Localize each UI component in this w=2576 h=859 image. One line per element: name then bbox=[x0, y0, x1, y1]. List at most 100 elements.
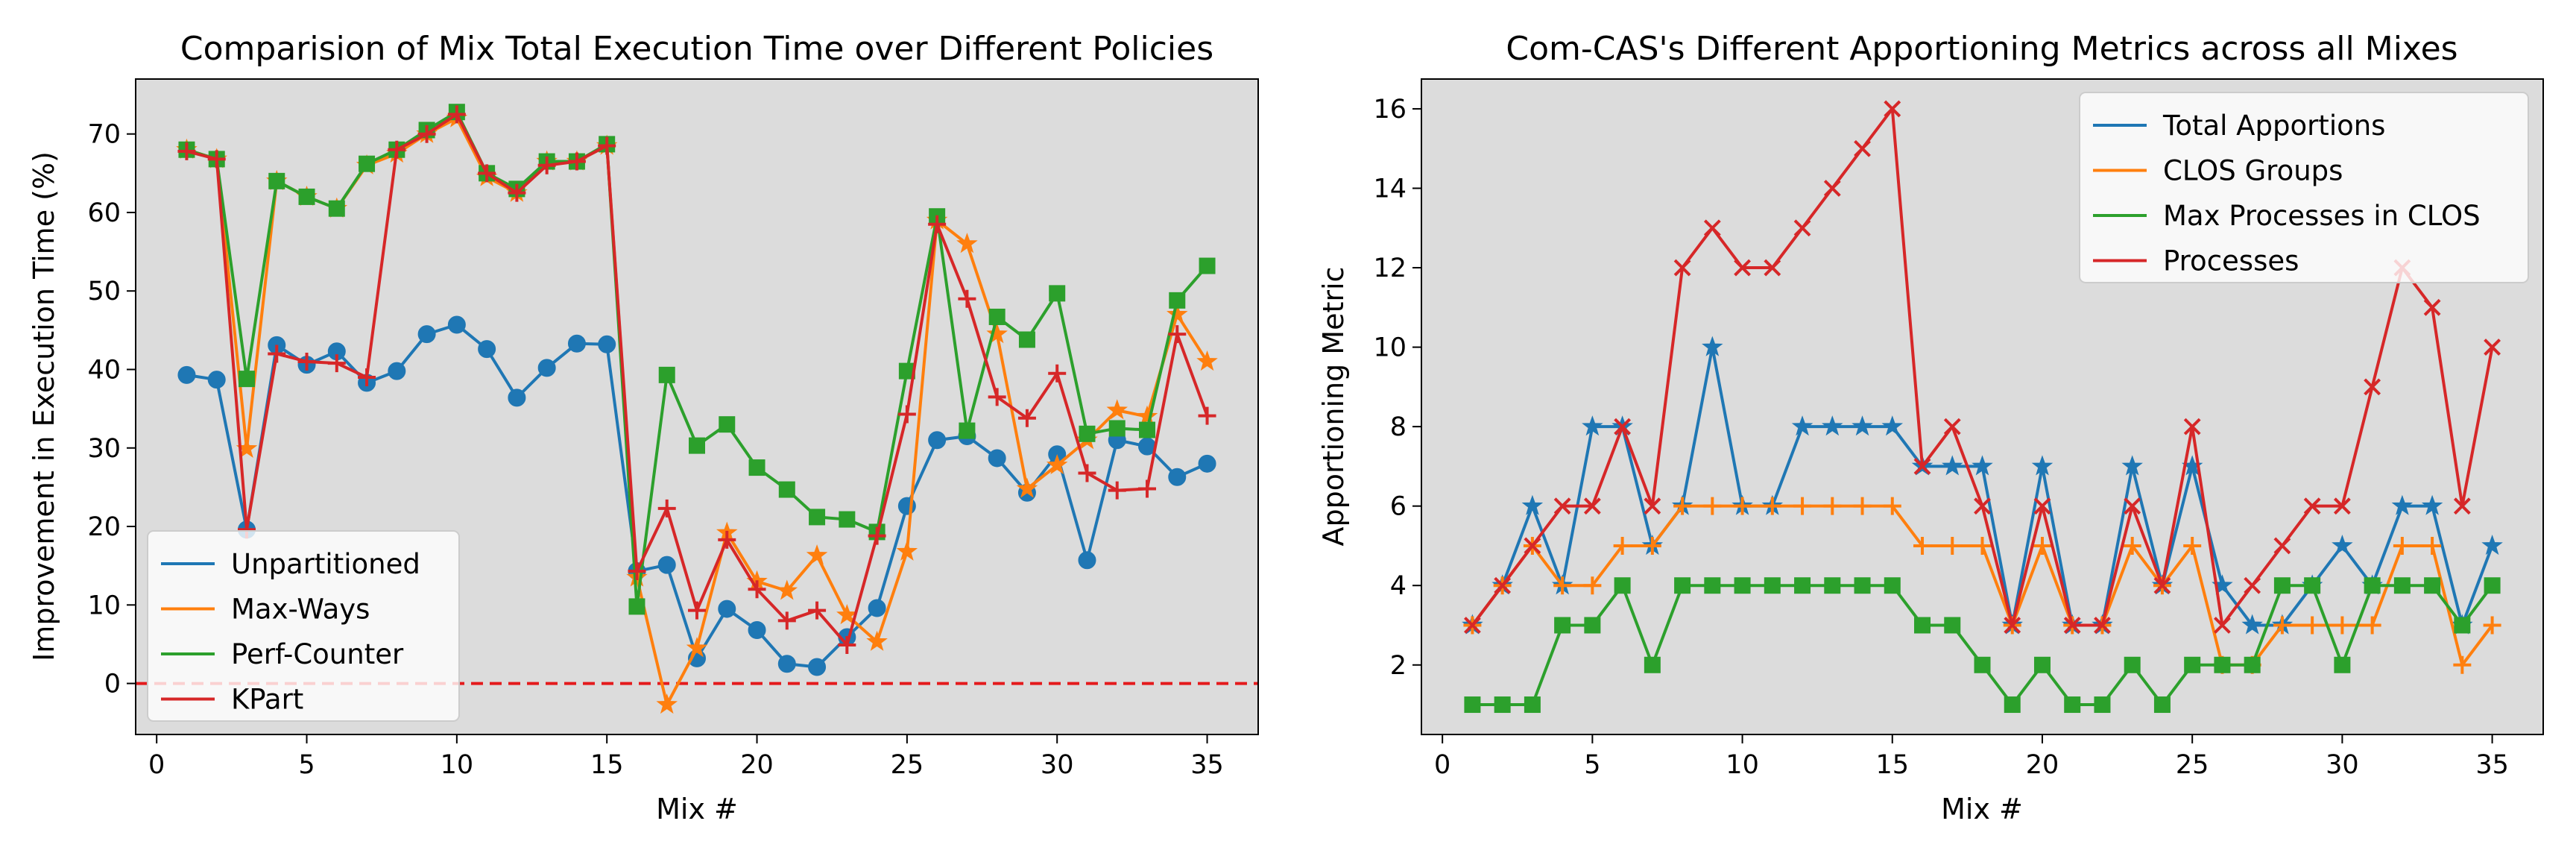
x-tick-label: 25 bbox=[891, 750, 924, 780]
x-tick-label: 0 bbox=[148, 750, 165, 780]
legend-label: Max Processes in CLOS bbox=[2163, 200, 2481, 232]
data-point bbox=[2273, 537, 2291, 555]
series-kpart bbox=[177, 105, 1216, 654]
data-point bbox=[268, 172, 285, 189]
x-tick-label: 5 bbox=[298, 750, 315, 780]
data-point bbox=[1613, 536, 1632, 555]
data-point bbox=[1167, 303, 1188, 324]
data-point bbox=[897, 405, 916, 424]
data-point bbox=[1136, 405, 1158, 426]
data-point bbox=[1914, 617, 1931, 634]
data-point bbox=[748, 459, 765, 476]
legend-label: Max-Ways bbox=[231, 594, 370, 626]
data-point bbox=[2484, 577, 2501, 594]
data-point bbox=[1196, 350, 1218, 371]
series-group bbox=[176, 104, 1218, 714]
data-point bbox=[2241, 614, 2263, 635]
chart-title: Comparision of Mix Total Execution Time … bbox=[180, 30, 1213, 68]
data-point bbox=[1913, 457, 1931, 475]
data-point bbox=[1553, 576, 1572, 595]
data-point bbox=[2364, 378, 2381, 396]
data-point bbox=[2332, 534, 2353, 556]
x-axis-ticks: 0 5 10 15 20 25 30 35 bbox=[1434, 734, 2509, 780]
data-point bbox=[956, 233, 978, 254]
x-tick-label: 10 bbox=[441, 750, 474, 780]
data-point bbox=[657, 556, 676, 574]
data-point bbox=[1824, 577, 1841, 594]
data-point bbox=[1822, 415, 1843, 436]
data-point bbox=[657, 499, 676, 517]
y-axis-label: Improvement in Execution Time (%) bbox=[28, 151, 60, 661]
data-point bbox=[1852, 415, 1873, 436]
data-point bbox=[1794, 577, 1811, 594]
data-point bbox=[777, 611, 796, 630]
data-point bbox=[478, 340, 496, 359]
data-point bbox=[1079, 425, 1096, 442]
data-point bbox=[447, 105, 466, 124]
data-point bbox=[2124, 656, 2141, 673]
data-point bbox=[1702, 336, 1723, 356]
data-point bbox=[1673, 259, 1691, 277]
data-point bbox=[1046, 453, 1068, 475]
data-point bbox=[1108, 420, 1126, 437]
y-tick-label: 10 bbox=[87, 591, 121, 620]
data-point bbox=[686, 637, 708, 658]
data-point bbox=[2094, 696, 2111, 714]
data-point bbox=[417, 125, 436, 143]
data-point bbox=[1974, 497, 1991, 515]
data-point bbox=[1853, 497, 1872, 515]
x-tick-label: 20 bbox=[740, 750, 774, 780]
data-point bbox=[1494, 696, 1511, 714]
data-point bbox=[598, 136, 616, 155]
data-point bbox=[1704, 577, 1721, 594]
data-point bbox=[1108, 481, 1126, 500]
x-tick-label: 30 bbox=[2326, 750, 2359, 780]
data-point bbox=[1972, 455, 1993, 476]
data-point bbox=[268, 344, 286, 363]
x-tick-label: 25 bbox=[2176, 750, 2209, 780]
data-point bbox=[1703, 219, 1721, 237]
data-point bbox=[628, 562, 646, 581]
data-point bbox=[1049, 285, 1066, 302]
data-point bbox=[2483, 616, 2501, 635]
data-point bbox=[1734, 577, 1751, 594]
data-point bbox=[238, 371, 255, 388]
data-point bbox=[1881, 415, 1904, 436]
data-point bbox=[836, 604, 858, 625]
data-point bbox=[2183, 536, 2202, 555]
data-point bbox=[359, 155, 376, 172]
data-point bbox=[806, 544, 828, 565]
data-point bbox=[718, 600, 736, 618]
data-point bbox=[1854, 577, 1871, 594]
data-point bbox=[748, 620, 766, 639]
data-point bbox=[1078, 551, 1096, 570]
chart-apportioning-metrics: 0 5 10 15 20 25 30 35 2 4 6 8 10 12 14 16 Com-CAS's Di… bbox=[1317, 30, 2544, 825]
data-point bbox=[2031, 455, 2053, 476]
legend-item-processes: Processes bbox=[2093, 245, 2299, 277]
data-point bbox=[2303, 497, 2321, 515]
y-tick-label: 8 bbox=[1390, 412, 1407, 442]
data-point bbox=[1643, 536, 1661, 555]
data-point bbox=[2033, 656, 2051, 673]
data-point bbox=[928, 215, 947, 233]
legend-label: Unpartitioned bbox=[231, 548, 420, 580]
data-point bbox=[2214, 656, 2231, 673]
data-point bbox=[959, 422, 976, 439]
data-point bbox=[2121, 455, 2143, 476]
data-point bbox=[1614, 418, 1632, 435]
chart-execution-time: 0 5 10 15 20 25 30 35 0 10 20 30 40 50 60 70 Comparisi… bbox=[28, 30, 1259, 825]
data-point bbox=[1583, 497, 1601, 515]
data-point bbox=[1582, 415, 1603, 436]
x-tick-label: 35 bbox=[2475, 750, 2509, 780]
legend-item-clos-groups: CLOS Groups bbox=[2093, 155, 2343, 187]
data-point bbox=[417, 325, 436, 344]
data-point bbox=[776, 579, 798, 600]
data-point bbox=[2424, 577, 2441, 594]
data-point bbox=[1733, 497, 1752, 515]
data-point bbox=[388, 140, 406, 159]
y-tick-label: 20 bbox=[87, 512, 121, 542]
data-point bbox=[2004, 617, 2021, 634]
data-point bbox=[1138, 479, 1157, 498]
legend-label: KPart bbox=[231, 684, 303, 716]
data-point bbox=[1793, 219, 1811, 237]
